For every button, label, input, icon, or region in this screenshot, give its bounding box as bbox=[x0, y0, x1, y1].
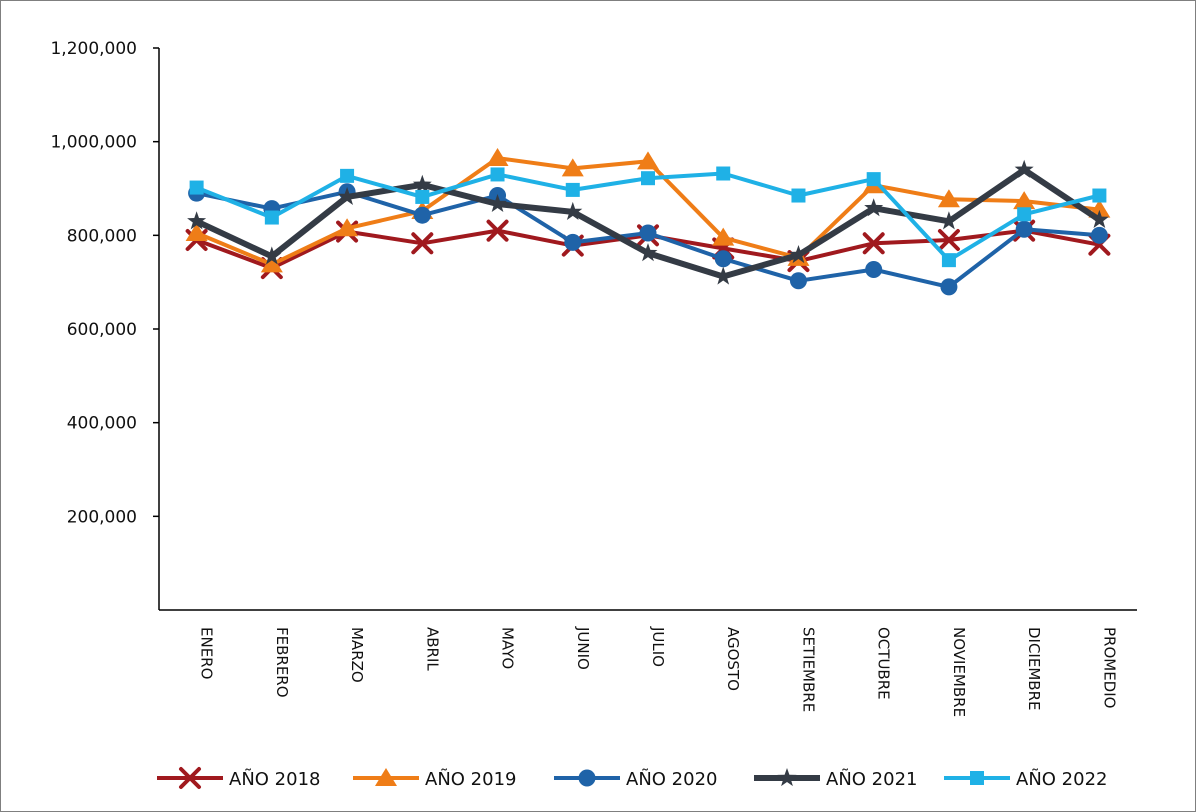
y-tick-label: 800,000 bbox=[67, 226, 137, 246]
legend-item: AÑO 2021 bbox=[754, 768, 917, 790]
data-point-triangle bbox=[336, 218, 359, 237]
data-point-square bbox=[565, 182, 580, 197]
data-point-star bbox=[1089, 209, 1109, 228]
data-point-x bbox=[862, 232, 885, 255]
data-point-triangle bbox=[637, 151, 659, 170]
data-point-circle bbox=[789, 272, 807, 290]
series-layer bbox=[185, 148, 1111, 296]
y-tick-label: 1,200,000 bbox=[50, 39, 137, 59]
data-point-triangle bbox=[260, 254, 283, 273]
data-point-x bbox=[486, 219, 509, 242]
legend-label: AÑO 2020 bbox=[626, 768, 717, 790]
data-point-triangle bbox=[561, 158, 584, 177]
series-a-o-2021 bbox=[187, 159, 1109, 285]
data-point-circle bbox=[1090, 226, 1108, 244]
data-point-circle bbox=[940, 278, 958, 296]
data-point-circle bbox=[564, 233, 582, 251]
data-point-triangle bbox=[185, 222, 208, 241]
x-tick-label: ENERO bbox=[198, 627, 216, 679]
x-tick-label: JUNIO bbox=[574, 626, 592, 670]
x-tick-label: MAYO bbox=[499, 627, 517, 669]
x-tick-label: DICIEMBRE bbox=[1025, 627, 1043, 710]
data-point-star bbox=[713, 266, 733, 285]
legend-item: AÑO 2022 bbox=[944, 768, 1107, 790]
data-point-star bbox=[488, 194, 507, 212]
data-point-triangle bbox=[486, 148, 509, 167]
data-point-square bbox=[490, 167, 505, 182]
legend-marker-square bbox=[970, 771, 984, 785]
data-point-square bbox=[716, 166, 731, 181]
y-tick-label: 200,000 bbox=[67, 507, 137, 527]
data-point-star bbox=[638, 243, 658, 262]
x-tick-label: OCTUBRE bbox=[875, 627, 893, 700]
data-point-star bbox=[789, 245, 808, 264]
series-a-o-2022 bbox=[189, 166, 1107, 268]
legend-item: AÑO 2020 bbox=[554, 768, 717, 790]
legend-marker-star bbox=[777, 768, 797, 787]
legend-marker-triangle bbox=[375, 768, 397, 786]
data-point-star bbox=[1014, 159, 1034, 178]
data-point-star bbox=[262, 246, 282, 265]
legend-label: AÑO 2019 bbox=[425, 768, 516, 790]
x-tick-label: PROMEDIO bbox=[1100, 627, 1118, 708]
y-tick-label: 400,000 bbox=[67, 414, 137, 434]
data-point-square bbox=[415, 189, 430, 204]
y-tick-label: 600,000 bbox=[67, 320, 137, 340]
y-tick-label: 1,000,000 bbox=[50, 133, 137, 153]
legend-label: AÑO 2018 bbox=[229, 768, 320, 790]
y-axis: 200,000 400,000 600,000 800,000 1,000,000 1,2… bbox=[50, 39, 160, 610]
x-tick-label: MARZO bbox=[348, 627, 366, 683]
legend-marker-circle bbox=[578, 769, 596, 787]
data-point-star bbox=[337, 186, 357, 205]
data-point-star bbox=[939, 211, 959, 230]
data-point-star bbox=[412, 174, 432, 193]
x-tick-label: JULIO bbox=[649, 626, 667, 667]
data-point-star bbox=[864, 198, 884, 217]
data-point-square bbox=[340, 168, 355, 183]
data-point-triangle bbox=[712, 227, 735, 246]
legend-label: AÑO 2022 bbox=[1016, 768, 1107, 790]
data-point-square bbox=[941, 253, 956, 268]
legend-marker-x bbox=[179, 767, 201, 789]
data-point-square bbox=[641, 171, 655, 186]
data-point-circle bbox=[413, 206, 431, 224]
data-point-circle bbox=[639, 224, 657, 242]
data-point-square bbox=[791, 188, 806, 203]
legend: AÑO 2018 AÑO 2019 AÑO 2020 AÑO 2021 AÑO 2022 bbox=[157, 767, 1107, 790]
x-axis: ENERO FEBRERO MARZO ABRIL MAYO JUNIO JULIO AGOS… bbox=[159, 609, 1137, 717]
data-point-circle bbox=[714, 250, 732, 268]
x-tick-label: AGOSTO bbox=[724, 627, 742, 691]
x-tick-label: FEBRERO bbox=[273, 627, 291, 698]
data-point-circle bbox=[865, 261, 883, 279]
data-point-star bbox=[563, 201, 583, 220]
x-tick-label: SETIEMBRE bbox=[799, 627, 817, 712]
data-point-triangle bbox=[937, 189, 960, 208]
data-point-square bbox=[1017, 207, 1032, 222]
legend-item: AÑO 2019 bbox=[353, 768, 516, 790]
data-point-x bbox=[937, 229, 960, 252]
data-point-square bbox=[1092, 188, 1107, 203]
data-point-triangle bbox=[1013, 191, 1036, 210]
data-point-star bbox=[187, 211, 207, 230]
data-point-circle bbox=[1015, 220, 1033, 238]
x-tick-label: NOVIEMBRE bbox=[950, 627, 968, 717]
legend-label: AÑO 2021 bbox=[826, 768, 917, 790]
data-point-square bbox=[189, 180, 204, 195]
legend-item: AÑO 2018 bbox=[157, 767, 320, 790]
x-tick-label: ABRIL bbox=[423, 627, 441, 671]
data-point-square bbox=[866, 172, 881, 187]
data-point-square bbox=[264, 210, 279, 225]
data-point-x bbox=[411, 232, 434, 255]
